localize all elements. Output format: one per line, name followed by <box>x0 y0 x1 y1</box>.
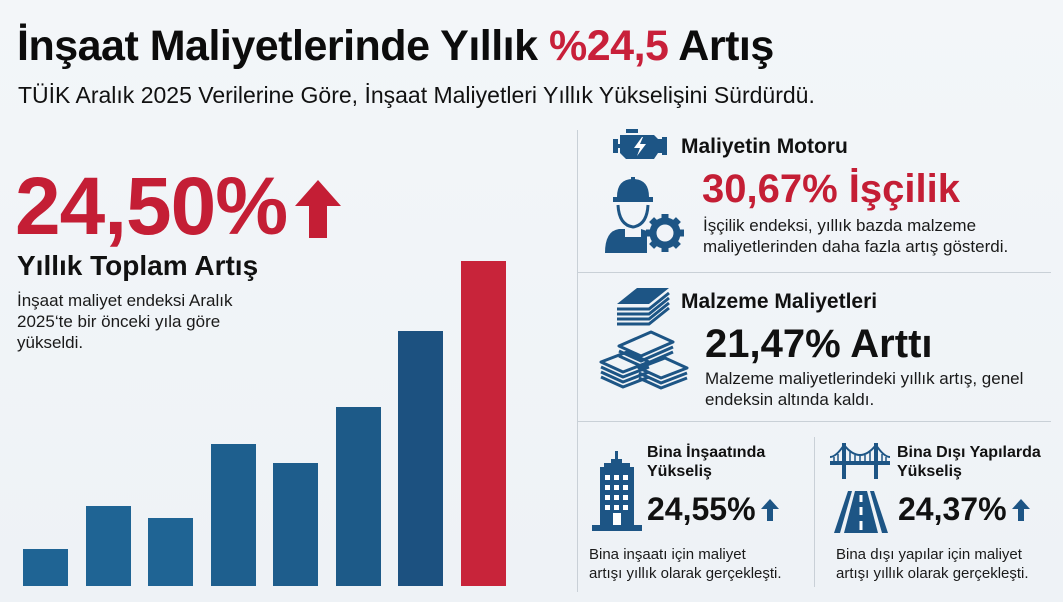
road-icon <box>834 491 888 533</box>
chart-bar <box>86 506 131 586</box>
non-building-description-line1: Bina dışı yapılar için maliyet <box>836 546 1022 563</box>
headline-description: İnşaat maliyet endeksi Aralık 2025‘te bi… <box>17 291 233 352</box>
material-description: Malzeme maliyetlerindeki yıllık artış, g… <box>705 369 1024 409</box>
title-highlight: %24,5 <box>549 22 669 70</box>
building-description-line1: Bina inşaatı için maliyet <box>589 546 746 563</box>
building-section: Bina İnşaatında Yükseliş 24,55% Bina inş… <box>577 421 814 602</box>
worker-gear-icon <box>605 177 684 253</box>
non-building-percentage: 24,37% <box>898 491 1031 528</box>
non-building-description-line2: artışı yıllık olarak gerçekleşti. <box>836 565 1029 582</box>
bridge-icon <box>830 443 890 479</box>
headline-label: Yıllık Toplam Artış <box>17 250 259 281</box>
chart-bar-highlight <box>461 261 506 586</box>
material-section: Malzeme Maliyetleri 21,47% Arttı Malzeme… <box>577 272 1063 421</box>
non-building-title: Bina Dışı Yapılarda Yükseliş <box>897 444 1041 480</box>
building-description: Bina inşaatı için maliyet artışı yıllık … <box>589 545 782 583</box>
chart-bar <box>398 331 443 586</box>
material-sheet-icon <box>617 288 670 326</box>
headline-value: 24,50% <box>15 161 288 252</box>
non-building-value: 24,37% <box>898 491 1007 527</box>
building-value: 24,55% <box>647 491 756 527</box>
material-title: Malzeme Maliyetleri <box>681 290 878 313</box>
arrow-up-icon <box>295 180 342 238</box>
section-divider <box>577 421 1051 422</box>
headline-percentage: 24,50% <box>15 160 343 254</box>
non-building-section: Bina Dışı Yapılarda Yükseliş 24,37% Bina… <box>814 421 1063 602</box>
material-value: 21,47% Arttı <box>705 322 933 366</box>
subsection-divider <box>814 437 815 587</box>
arrow-up-icon <box>1011 498 1030 521</box>
engine-icon <box>613 129 667 159</box>
column-divider <box>577 130 578 592</box>
chart-bar <box>148 518 193 586</box>
section-divider <box>577 272 1051 273</box>
non-building-description: Bina dışı yapılar için maliyet artışı yı… <box>836 545 1029 583</box>
labor-title: Maliyetin Motoru <box>681 135 848 158</box>
page-title: İnşaat Maliyetlerinde Yıllık %24,5 Artış <box>17 22 774 71</box>
building-icon <box>592 451 642 531</box>
chart-bar <box>273 463 318 586</box>
material-stack-icon <box>599 330 689 390</box>
building-description-line2: artışı yıllık olarak gerçekleşti. <box>589 565 782 582</box>
building-title: Bina İnşaatında Yükseliş <box>647 444 766 480</box>
title-suffix: Artış <box>668 22 774 70</box>
bar-chart <box>0 250 560 602</box>
title-prefix: İnşaat Maliyetlerinde Yıllık <box>17 22 549 70</box>
building-percentage: 24,55% <box>647 491 780 528</box>
chart-bar <box>336 407 381 586</box>
chart-bar <box>211 444 256 586</box>
labor-value: 30,67% İşçilik <box>702 167 960 211</box>
labor-description: İşçilik endeksi, yıllık bazda malzeme ma… <box>703 216 1009 256</box>
arrow-up-icon <box>760 498 779 521</box>
chart-bar <box>23 549 68 586</box>
labor-section: Maliyetin Motoru 30,67% İşçilik İşçilik … <box>577 125 1063 272</box>
page-subtitle: TÜİK Aralık 2025 Verilerine Göre, İnşaat… <box>18 82 815 108</box>
